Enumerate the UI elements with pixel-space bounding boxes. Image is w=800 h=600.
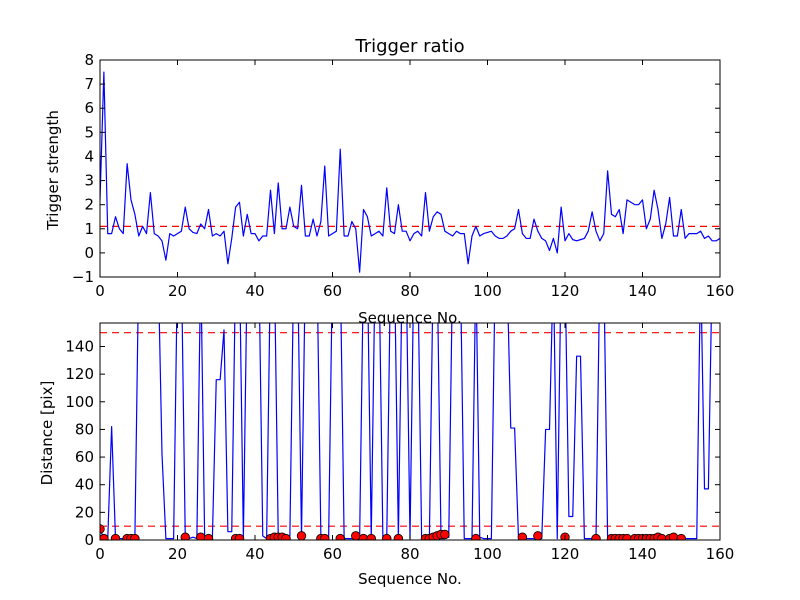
- x-tick-label: 140: [628, 282, 657, 300]
- trigger-ratio-chart: Trigger ratio Sequence No. Trigger stren…: [44, 36, 734, 327]
- data-point: [100, 533, 109, 540]
- x-tick-label: 160: [706, 282, 735, 300]
- data-point: [110, 533, 121, 540]
- x-tick-label: 80: [400, 282, 419, 300]
- data-point: [393, 533, 404, 540]
- data-point: [281, 533, 291, 540]
- y-tick-label: 120: [65, 365, 94, 383]
- x-tick-label: 40: [245, 282, 264, 300]
- y-tick-label: −1: [72, 268, 94, 286]
- y-tick-label: 80: [75, 420, 94, 438]
- data-point: [234, 533, 245, 540]
- data-point: [351, 531, 361, 540]
- plot-content: [100, 71, 720, 273]
- y-tick-label: 3: [84, 172, 94, 190]
- y-tick-label: 20: [75, 503, 94, 521]
- y-axis-label: Trigger strength: [44, 110, 62, 231]
- y-tick-label: 5: [84, 123, 94, 141]
- y-tick-label: 4: [84, 147, 94, 165]
- data-point: [335, 533, 345, 540]
- y-tick-label: 7: [84, 75, 94, 93]
- x-tick-label: 160: [706, 545, 735, 563]
- data-point: [366, 533, 376, 540]
- x-tick-label: 20: [168, 282, 187, 300]
- series-line: [100, 71, 720, 273]
- x-axis-label: Sequence No.: [358, 570, 462, 588]
- data-point: [100, 524, 105, 534]
- data-point: [676, 533, 686, 540]
- data-point: [533, 531, 543, 540]
- data-point: [180, 532, 190, 540]
- x-tick-label: 60: [323, 545, 342, 563]
- y-tick-label: 140: [65, 337, 94, 355]
- data-point: [517, 532, 528, 540]
- data-point: [591, 533, 601, 540]
- x-tick-label: 100: [473, 545, 502, 563]
- y-tick-label: 2: [84, 196, 94, 214]
- data-point: [320, 533, 330, 540]
- y-tick-label: 60: [75, 448, 94, 466]
- x-tick-label: 0: [95, 545, 105, 563]
- plot-content: [100, 323, 720, 540]
- data-point: [130, 533, 140, 540]
- data-point: [296, 531, 307, 540]
- x-tick-label: 40: [245, 545, 264, 563]
- y-tick-label: 100: [65, 393, 94, 411]
- y-axis-label: Distance [pix]: [38, 381, 56, 486]
- data-point: [382, 533, 392, 540]
- y-tick-label: 0: [84, 244, 94, 262]
- x-tick-label: 140: [628, 545, 657, 563]
- data-point: [440, 529, 450, 540]
- data-point: [203, 533, 214, 540]
- x-tick-label: 0: [95, 282, 105, 300]
- x-tick-label: 80: [400, 545, 419, 563]
- plot-area: 0 20 40 60 80 100 120 140 160 0 20 40 60 80 100 120 140: [65, 322, 735, 563]
- x-tick-label: 120: [551, 282, 580, 300]
- y-tick-label: 1: [84, 220, 94, 238]
- data-point: [471, 533, 481, 540]
- y-tick-label: 8: [84, 51, 94, 69]
- y-tick-label: 40: [75, 476, 94, 494]
- y-tick-label: 6: [84, 99, 94, 117]
- x-tick-label: 100: [473, 282, 502, 300]
- x-tick-label: 60: [323, 282, 342, 300]
- chart-title: Trigger ratio: [354, 36, 464, 57]
- distance-chart: Sequence No. Distance [pix] 0 20 40 60 80 100…: [38, 322, 735, 588]
- y-tick-label: 0: [84, 531, 94, 549]
- x-tick-label: 20: [168, 545, 187, 563]
- x-tick-label: 120: [551, 545, 580, 563]
